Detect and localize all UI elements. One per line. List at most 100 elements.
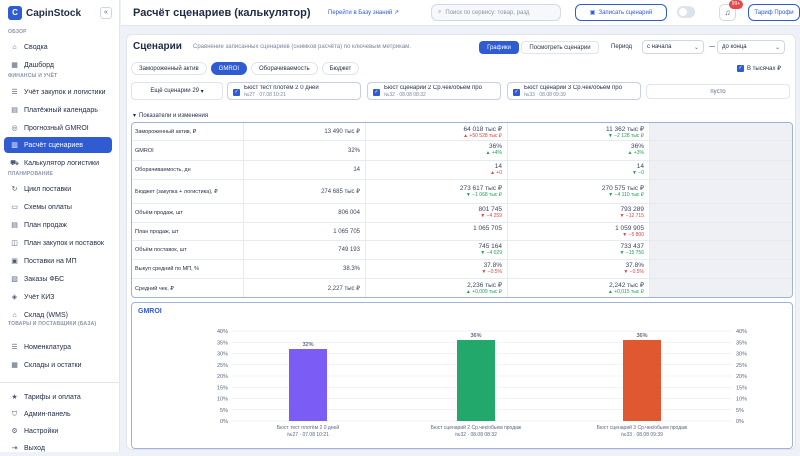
tab-turnover[interactable]: Оборачиваемость bbox=[251, 62, 318, 75]
period-to-select[interactable]: до конца ⌄ bbox=[717, 40, 785, 54]
view-scenarios-button[interactable]: Посмотреть сценарии bbox=[521, 41, 599, 54]
check-icon: ✓ bbox=[513, 89, 520, 96]
scenario-value-text: 1 059 905 bbox=[615, 225, 644, 232]
scenario-delta: ▼ −12 715 bbox=[619, 213, 644, 219]
collapse-sidebar-icon[interactable]: « bbox=[100, 7, 112, 19]
sidebar-bottom-item[interactable]: ⚙ Настройки bbox=[4, 423, 112, 439]
y-tick-right: 25% bbox=[736, 363, 747, 369]
sidebar-item[interactable]: ▦ Склады и остатки bbox=[4, 357, 112, 373]
scenario-delta: ▼ −4 110 тыс ₽ bbox=[608, 192, 644, 198]
sidebar-bottom-item[interactable]: ⛉ Админ-панель bbox=[4, 406, 112, 422]
cart-icon: ◫ bbox=[11, 239, 18, 247]
tab-frozen-assets[interactable]: Замороженный актив bbox=[131, 62, 207, 75]
sidebar-item[interactable]: ◎ Прогнозный GMROI bbox=[4, 120, 112, 136]
sidebar-item[interactable]: ▤ План продаж bbox=[4, 217, 112, 233]
sidebar-item[interactable]: ▤ Платёжный календарь bbox=[4, 102, 112, 118]
tab-budget[interactable]: Бюджет bbox=[321, 62, 360, 75]
scenario-delta: ▼ −15 756 bbox=[619, 250, 644, 256]
y-tick-left: 10% bbox=[217, 397, 228, 403]
empty-scenario-slot[interactable]: пусто bbox=[646, 84, 790, 99]
section-header[interactable]: ▾ Показатели и изменения bbox=[133, 112, 208, 120]
base-value: 32% bbox=[244, 141, 366, 160]
scenario-value: 14 ▲ +0 bbox=[366, 161, 508, 179]
scenario-chip[interactable]: ✓ Бюст сценарий 2 Ср.чек/обьем про №32 · 0… bbox=[367, 82, 501, 100]
knowledge-base-link[interactable]: Перейти в Базу знаний ↗ bbox=[328, 10, 399, 16]
chevron-down-icon: ▾ bbox=[200, 88, 204, 95]
save-icon: ▣ bbox=[589, 10, 596, 16]
tab-gmroi[interactable]: GMROI bbox=[210, 62, 247, 75]
sidebar-item[interactable]: ⛟ Калькулятор логистики bbox=[4, 155, 112, 171]
scenario-delta: ▲ +0,015 тыс ₽ bbox=[607, 289, 644, 295]
base-value: 274 685 тыс ₽ bbox=[244, 180, 366, 203]
search-placeholder: Поиск по сервису: товар, разд bbox=[445, 9, 530, 16]
tarif-button[interactable]: Тариф Профи bbox=[748, 4, 800, 21]
sidebar-item-label: План продаж bbox=[24, 221, 67, 229]
theme-toggle[interactable] bbox=[677, 6, 695, 18]
scenario-delta: ▼ −4 259 bbox=[480, 213, 502, 219]
logout-icon: ⇥ bbox=[11, 444, 18, 452]
x-tick-label: Бюст тест плотём 2 0 дней bbox=[277, 424, 339, 431]
scenario-delta: ▲ +50 528 тыс ₽ bbox=[463, 133, 502, 139]
home-icon: ⌂ bbox=[12, 43, 17, 51]
row-label: Оборачиваемость, дн bbox=[132, 161, 244, 179]
scenario-value-text: 2,242 тыс ₽ bbox=[609, 282, 644, 289]
orders-icon: ▧ bbox=[11, 275, 18, 283]
period-to-value: до конца bbox=[722, 44, 747, 50]
metric-tabs: Замороженный актив GMROI Оборачиваемость… bbox=[131, 62, 360, 75]
table-row: Выкуп средний по МП, % 38.3% 37.8% ▼ −0.5% 3… bbox=[132, 260, 792, 279]
period-from-select[interactable]: с начала ⌄ bbox=[642, 40, 704, 54]
sidebar-item[interactable]: ↻ Цикл поставки bbox=[4, 181, 112, 197]
scenario-chip[interactable]: ✓ Бюст сценарий 3 Ср.чек/обьем про №33 · 0… bbox=[507, 82, 641, 100]
empty-column bbox=[650, 141, 792, 160]
search-input[interactable]: ⌕ Поиск по сервису: товар, разд bbox=[431, 4, 561, 21]
sidebar-item[interactable]: ☰ Учёт закупок и логистики bbox=[4, 84, 112, 100]
base-value: 14 bbox=[244, 161, 366, 179]
base-value: 806 004 bbox=[244, 204, 366, 222]
y-tick-right: 0% bbox=[736, 419, 744, 425]
sidebar-item[interactable]: ▥ Расчёт сценариев bbox=[4, 137, 112, 153]
sidebar-bottom-item[interactable]: ⇥ Выход bbox=[4, 440, 112, 456]
sidebar: C CapinStock « ОБЗОР ФИНАНСЫ И УЧЁТ ПЛАНИ… bbox=[0, 0, 120, 452]
sidebar-item[interactable]: ◈ Учёт КИЗ bbox=[4, 289, 112, 305]
scenario-value: 11 362 тыс ₽ ▼ −2 128 тыс ₽ bbox=[508, 123, 650, 140]
in-thousands-checkbox[interactable]: ✓ В тысячах ₽ bbox=[737, 65, 781, 72]
sidebar-item[interactable]: ▧ Заказы ФБС bbox=[4, 271, 112, 287]
scenario-delta: ▼ −4 029 bbox=[480, 250, 502, 256]
chevron-down-icon: ▾ bbox=[133, 113, 137, 119]
more-scenarios-select[interactable]: Ещё сценарии 29 ▾ bbox=[131, 82, 223, 100]
scenario-value-text: 801 745 bbox=[478, 206, 503, 213]
sidebar-item[interactable]: ⌂ Склад (WMS) bbox=[4, 307, 112, 323]
sidebar-item[interactable]: ▣ Поставки на МП bbox=[4, 253, 112, 269]
list-icon: ☰ bbox=[11, 343, 18, 351]
scenario-value-text: 270 575 тыс ₽ bbox=[601, 185, 644, 192]
empty-column bbox=[650, 204, 792, 222]
scenario-date: №27 · 07.08 10:21 bbox=[244, 92, 286, 98]
section-finance: ФИНАНСЫ И УЧЁТ bbox=[8, 73, 58, 79]
y-tick-right: 10% bbox=[736, 397, 747, 403]
sidebar-item[interactable]: ▭ Схемы оплаты bbox=[4, 199, 112, 215]
sidebar-item[interactable]: ⌂ Сводка bbox=[4, 39, 112, 55]
sidebar-item[interactable]: ▦ Дашборд bbox=[4, 57, 112, 73]
sidebar-item[interactable]: ☰ Номенклатура bbox=[4, 339, 112, 355]
bar[interactable] bbox=[457, 340, 495, 421]
bar[interactable] bbox=[289, 349, 327, 421]
y-tick-right: 35% bbox=[736, 340, 747, 346]
sidebar-item-label: Админ-панель bbox=[24, 410, 71, 418]
scenario-value-text: 64 018 тыс ₽ bbox=[463, 126, 502, 133]
in-thousands-label: В тысячах ₽ bbox=[747, 66, 781, 72]
app-logo[interactable]: C CapinStock bbox=[8, 6, 81, 20]
scenario-chip[interactable]: ✓ Бюст тест плотём 2 0 дней №27 · 07.08 10… bbox=[227, 82, 361, 100]
bar[interactable] bbox=[623, 340, 661, 421]
view-graphs-button[interactable]: Графики bbox=[479, 41, 519, 54]
empty-column bbox=[650, 223, 792, 240]
panel-title: Сценарии bbox=[133, 41, 182, 52]
scenario-value-text: 11 362 тыс ₽ bbox=[605, 126, 644, 133]
sidebar-item[interactable]: ◫ План закупок и поставок bbox=[4, 235, 112, 251]
scenario-delta: ▲ +0,009 тыс ₽ bbox=[465, 289, 502, 295]
scenario-value: 1 059 905 ▼ −5 800 bbox=[508, 223, 650, 240]
sidebar-item-label: Заказы ФБС bbox=[24, 275, 65, 283]
bar-value-label: 36% bbox=[636, 333, 647, 339]
row-label: Объём продаж, шт bbox=[132, 204, 244, 222]
sidebar-bottom-item[interactable]: ★ Тарифы и оплата bbox=[4, 389, 112, 405]
save-scenario-button[interactable]: ▣ Записать сценарий bbox=[575, 4, 667, 21]
